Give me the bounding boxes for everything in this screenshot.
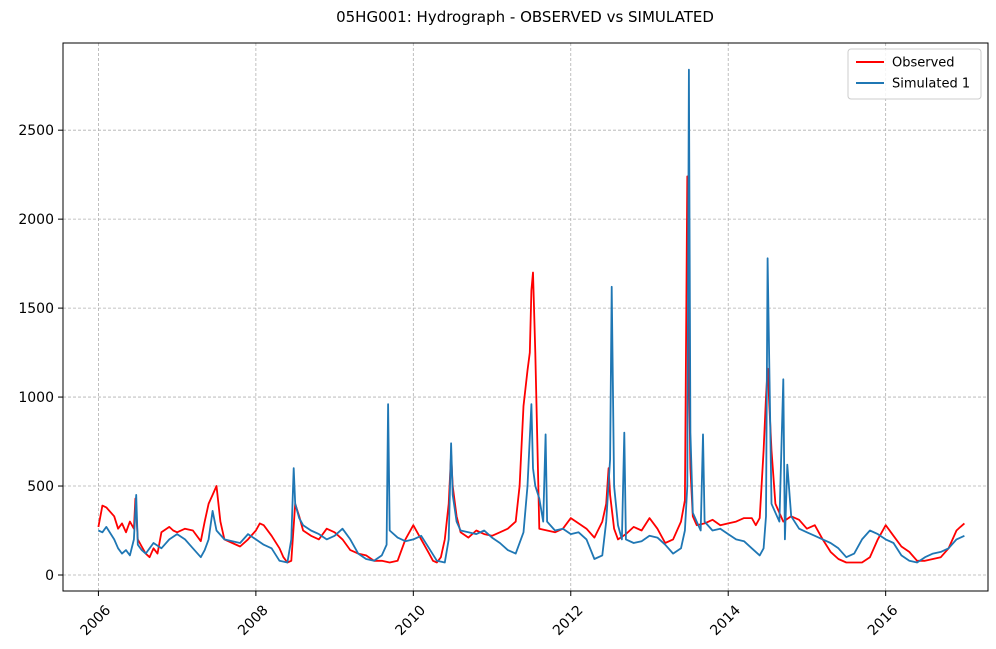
y-axis: 0 500 1000 1500 2000 2500 <box>18 123 63 584</box>
legend: Observed Simulated 1 <box>847 48 982 100</box>
series-line-observed <box>97 175 965 564</box>
y-tick-label: 0 <box>45 568 54 584</box>
legend-label: Simulated 1 <box>892 77 970 92</box>
y-tick-label: 1000 <box>18 390 54 406</box>
y-tick-label: 500 <box>27 479 54 495</box>
y-tick-label: 2000 <box>18 212 54 228</box>
series-lines <box>97 68 965 564</box>
x-tick-label: 2008 <box>235 602 272 639</box>
y-tick-label: 1500 <box>18 301 54 317</box>
x-axis: 2006 2008 2010 2012 2014 2016 <box>78 591 902 639</box>
x-tick-label: 2010 <box>393 602 430 639</box>
legend-label: Observed <box>892 56 955 71</box>
grid-lines <box>63 43 988 591</box>
y-tick-label: 2500 <box>18 123 54 139</box>
series-line-simulated-1 <box>98 68 965 564</box>
x-tick-label: 2016 <box>865 602 902 639</box>
chart-title: 05HG001: Hydrograph - OBSERVED vs SIMULA… <box>336 8 714 26</box>
x-tick-label: 2012 <box>550 602 587 639</box>
plot-area-frame <box>62 42 989 592</box>
x-tick-label: 2006 <box>78 602 115 639</box>
x-tick-label: 2014 <box>707 602 744 639</box>
